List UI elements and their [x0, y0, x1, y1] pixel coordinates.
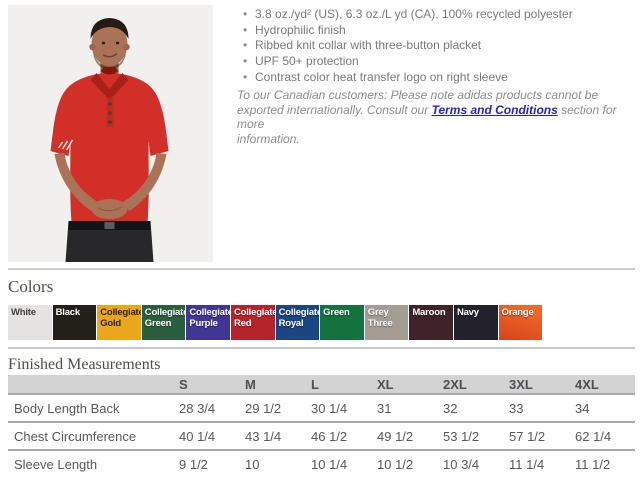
cell: 32 [443, 400, 458, 416]
color-swatch-black[interactable]: Black [52, 305, 97, 340]
canadian-note: To our Canadian customers: Please note a… [237, 88, 639, 146]
product-photo[interactable] [8, 5, 213, 262]
cell: 53 1/2 [443, 428, 480, 444]
cell: 9 1/2 [179, 457, 208, 472]
measurements-table: S M L XL 2XL 3XL 4XL Body Length Back 28… [8, 375, 635, 478]
cell: 11 1/2 [575, 457, 611, 472]
cell: 10 1/4 [311, 457, 348, 472]
size-column-header-xl: XL [371, 375, 437, 394]
measurement-name-header [8, 375, 173, 394]
feature-item: Contrast color heat transfer logo on rig… [243, 70, 639, 86]
feature-list: 3.8 oz./yd² (US), 6.3 oz./L yd (CA), 100… [243, 7, 639, 86]
row-label: Sleeve Length [14, 457, 98, 472]
size-column-header-s: S [173, 375, 239, 394]
cell: 34 [575, 400, 590, 416]
color-swatch-navy[interactable]: Navy [453, 305, 498, 340]
color-swatch-collegiate-royal[interactable]: Collegiate Royal [275, 305, 320, 340]
table-row-sleeve-length: Sleeve Length 9 1/2 10 10 1/4 10 1/2 10 … [8, 450, 635, 478]
cell: 33 [509, 400, 524, 416]
size-column-header-l: L [305, 375, 371, 394]
cell: 57 1/2 [509, 428, 546, 444]
color-swatch-white[interactable]: White [8, 305, 52, 340]
model-in-red-polo-illustration [8, 5, 213, 262]
row-label: Chest Circumference [14, 428, 137, 444]
feature-item: Ribbed knit collar with three-button pla… [243, 38, 639, 54]
note-line-2-after: section for more [237, 102, 617, 132]
size-column-header-m: M [239, 375, 305, 394]
colors-heading: Colors [8, 277, 54, 296]
color-swatch-collegiate-gold[interactable]: Collegiate Gold [97, 305, 141, 340]
cell: 31 [377, 400, 392, 416]
cell: 30 1/4 [311, 400, 348, 416]
feature-item: Hydrophilic finish [243, 23, 639, 39]
color-swatch-collegiate-purple[interactable]: Collegiate Purple [186, 305, 230, 340]
color-swatch-green[interactable]: Green [320, 305, 364, 340]
cell: 29 1/2 [245, 400, 282, 416]
finished-measurements-heading: Finished Measurements [8, 356, 161, 373]
terms-and-conditions-link[interactable]: Terms and Conditions [431, 102, 558, 117]
table-header-row: S M L XL 2XL 3XL 4XL [8, 375, 635, 394]
note-line-2-before: exported internationally. Consult our [237, 102, 432, 117]
color-swatch-row: White Black Collegiate Gold Collegiate G… [8, 305, 543, 340]
feature-item: 3.8 oz./yd² (US), 6.3 oz./L yd (CA), 100… [243, 7, 639, 23]
cell: 10 [245, 457, 260, 472]
cell: 49 1/2 [377, 428, 414, 444]
section-divider [8, 268, 635, 270]
cell: 46 1/2 [311, 428, 348, 444]
cell: 28 3/4 [179, 400, 216, 416]
cell: 43 1/4 [245, 428, 282, 444]
cell: 10 1/2 [377, 457, 414, 472]
color-swatch-orange[interactable]: Orange [498, 305, 543, 340]
color-swatch-maroon[interactable]: Maroon [409, 305, 453, 340]
feature-item: UPF 50+ protection [243, 54, 639, 70]
note-line-1: To our Canadian customers: Please note a… [237, 88, 599, 102]
cell: 62 1/4 [575, 428, 612, 444]
cell: 11 1/4 [509, 457, 545, 472]
table-row-chest-circumference: Chest Circumference 40 1/4 43 1/4 46 1/2… [8, 422, 635, 450]
size-column-header-4xl: 4XL [569, 375, 635, 394]
color-swatch-collegiate-red[interactable]: Collegiate Red [230, 305, 275, 340]
color-swatch-collegiate-green[interactable]: Collegiate Green [141, 305, 186, 340]
section-divider [8, 347, 635, 349]
size-column-header-3xl: 3XL [503, 375, 569, 394]
row-label: Body Length Back [14, 400, 120, 416]
cell: 10 3/4 [443, 457, 480, 472]
note-line-3: information. [237, 131, 300, 146]
size-column-header-2xl: 2XL [437, 375, 503, 394]
color-swatch-grey-three[interactable]: Grey Three [364, 305, 409, 340]
table-row-body-length-back: Body Length Back 28 3/4 29 1/2 30 1/4 31… [8, 394, 635, 422]
cell: 40 1/4 [179, 428, 216, 444]
